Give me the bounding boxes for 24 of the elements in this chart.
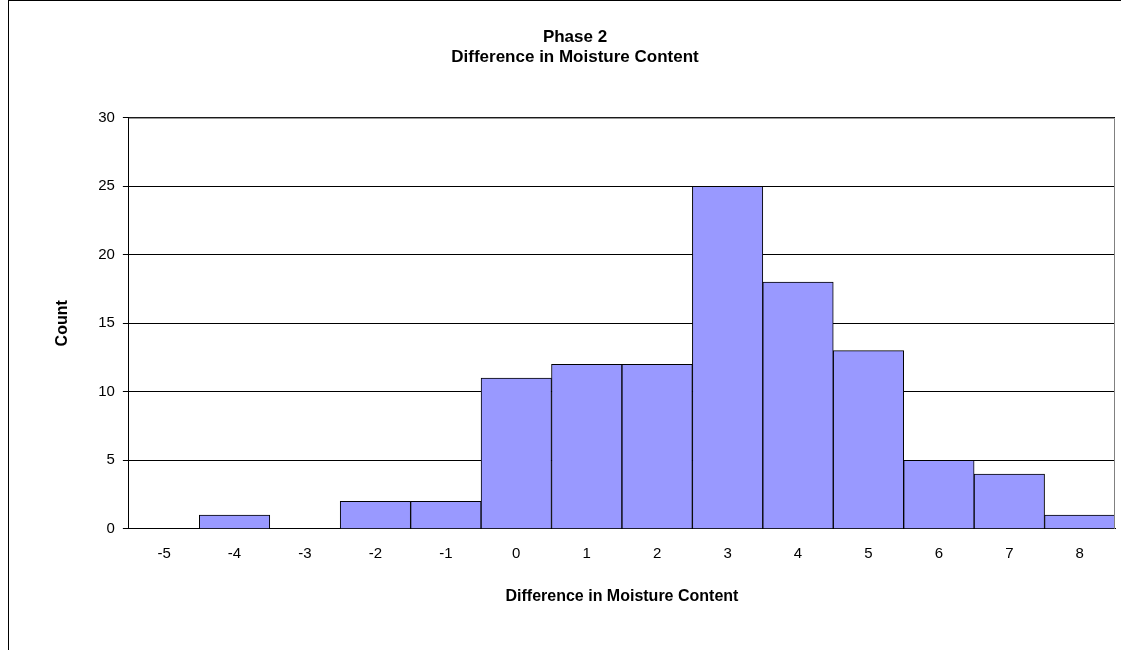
y-tick-label: 10 [98,381,115,399]
x-tick-label: 0 [512,543,521,561]
x-tick-label: -2 [368,543,383,561]
y-tick-label: 15 [98,313,115,331]
x-tick-label: 3 [723,543,732,561]
x-tick-label: 4 [793,543,803,561]
y-tick-label: 25 [98,176,115,194]
x-tick-label: 7 [1005,543,1014,561]
y-tick-label: 5 [106,450,115,468]
chart-title: Phase 2 Difference in Moisture Content [451,26,700,67]
x-tick-label: 2 [652,543,662,561]
x-tick-label: -3 [298,543,312,561]
y-tick-label: 20 [98,244,115,262]
x-tick-label: 8 [1075,543,1084,561]
x-tick-label: -4 [227,543,242,561]
x-axis-title: Difference in Moisture Content [505,586,740,604]
x-tick-label: 1 [582,543,591,561]
y-tick-label: 30 [98,107,115,125]
x-tick-label: -1 [439,543,453,561]
x-tick-label: 5 [864,543,873,561]
y-axis-title: Count [53,299,71,347]
x-tick-label: 6 [934,543,944,561]
x-tick-label: -5 [157,543,171,561]
y-tick-label: 0 [106,518,115,536]
